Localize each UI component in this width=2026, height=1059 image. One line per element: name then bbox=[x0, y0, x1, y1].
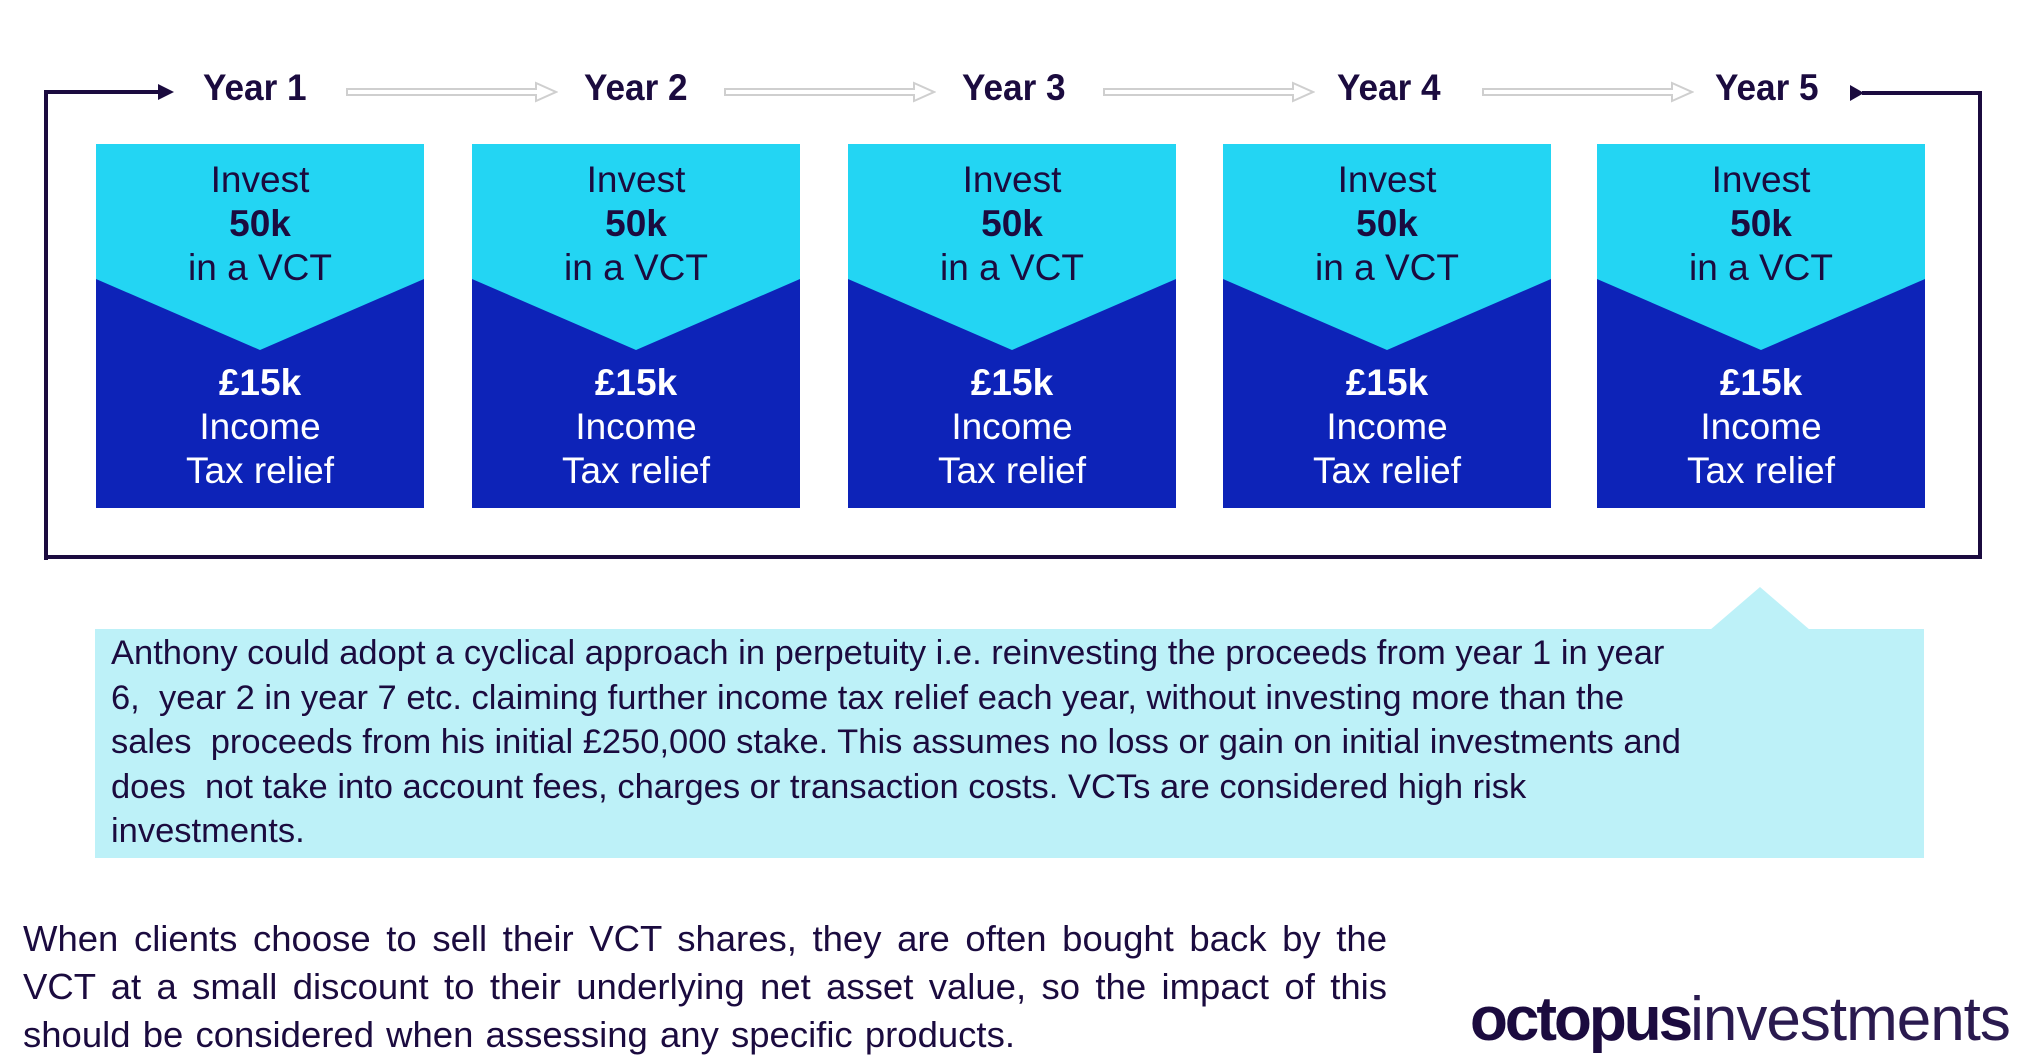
relief-amount: £15k bbox=[218, 362, 302, 403]
year-box-5: Invest 50k in a VCT £15k Income Tax reli… bbox=[1597, 144, 1925, 508]
invest-label: Invest bbox=[962, 159, 1062, 200]
relief-text: £15k Income Tax relief bbox=[96, 361, 424, 493]
callout-line: Anthony could adopt a cyclical approach … bbox=[111, 634, 1665, 672]
year-box-1: Invest 50k in a VCT £15k Income Tax reli… bbox=[96, 144, 424, 508]
year-box-2: Invest 50k in a VCT £15k Income Tax reli… bbox=[472, 144, 800, 508]
arrow-right-icon bbox=[158, 84, 174, 100]
loop-line-left bbox=[44, 90, 48, 560]
invest-text: Invest 50k in a VCT bbox=[472, 158, 800, 290]
callout-line: investments. bbox=[111, 812, 305, 850]
relief-amount: £15k bbox=[594, 362, 678, 403]
relief-text: £15k Income Tax relief bbox=[1597, 361, 1925, 493]
callout-text: Anthony could adopt a cyclical approach … bbox=[111, 631, 1911, 854]
explanation-callout: Anthony could adopt a cyclical approach … bbox=[95, 629, 1924, 858]
callout-pointer bbox=[1710, 587, 1810, 630]
invest-label: Invest bbox=[586, 159, 686, 200]
relief-label: Income bbox=[1326, 406, 1448, 447]
callout-line: 6, year 2 in year 7 etc. claiming furthe… bbox=[111, 678, 1625, 717]
invest-amount: 50k bbox=[1730, 203, 1792, 244]
relief-amount: £15k bbox=[1719, 362, 1803, 403]
disclaimer-paragraph: When clients choose to sell their VCT sh… bbox=[23, 918, 1387, 1055]
relief-amount: £15k bbox=[970, 362, 1054, 403]
year-label-3: Year 3 bbox=[962, 67, 1066, 108]
invest-suffix: in a VCT bbox=[1315, 247, 1459, 288]
logo-suffix: investments bbox=[1690, 985, 2011, 1054]
invest-amount: 50k bbox=[605, 203, 667, 244]
invest-label: Invest bbox=[210, 159, 310, 200]
hollow-arrow-right-icon bbox=[1482, 81, 1694, 103]
invest-suffix: in a VCT bbox=[940, 247, 1084, 288]
invest-text: Invest 50k in a VCT bbox=[96, 158, 424, 290]
relief-amount: £15k bbox=[1345, 362, 1429, 403]
hollow-arrow-right-icon bbox=[724, 81, 936, 103]
year-label-1: Year 1 bbox=[203, 67, 307, 108]
invest-suffix: in a VCT bbox=[188, 247, 332, 288]
arrow-right-icon bbox=[1850, 85, 1864, 101]
relief-label: Income bbox=[575, 406, 697, 447]
year-box-4: Invest 50k in a VCT £15k Income Tax reli… bbox=[1223, 144, 1551, 508]
relief-label: Tax relief bbox=[1686, 450, 1836, 491]
invest-suffix: in a VCT bbox=[1689, 247, 1833, 288]
year-label-2: Year 2 bbox=[584, 67, 688, 108]
invest-amount: 50k bbox=[1356, 203, 1418, 244]
relief-text: £15k Income Tax relief bbox=[472, 361, 800, 493]
hollow-arrow-right-icon bbox=[1103, 81, 1315, 103]
loop-line-bottom bbox=[44, 555, 1982, 559]
year-box-3: Invest 50k in a VCT £15k Income Tax reli… bbox=[848, 144, 1176, 508]
hollow-arrow-right-icon bbox=[346, 81, 558, 103]
relief-text: £15k Income Tax relief bbox=[848, 361, 1176, 493]
relief-label: Tax relief bbox=[1312, 450, 1462, 491]
loop-line-top-right bbox=[1862, 91, 1982, 95]
relief-label: Income bbox=[1700, 406, 1822, 447]
year-label-4: Year 4 bbox=[1337, 67, 1441, 108]
relief-label: Tax relief bbox=[937, 450, 1087, 491]
year-label-5: Year 5 bbox=[1715, 67, 1819, 108]
logo-brand: octopus bbox=[1470, 985, 1693, 1054]
invest-text: Invest 50k in a VCT bbox=[1597, 158, 1925, 290]
relief-label: Income bbox=[199, 406, 321, 447]
loop-line-right bbox=[1978, 91, 1982, 559]
invest-label: Invest bbox=[1711, 159, 1811, 200]
callout-line: does not take into account fees, charges… bbox=[111, 767, 1527, 806]
invest-text: Invest 50k in a VCT bbox=[848, 158, 1176, 290]
invest-amount: 50k bbox=[981, 203, 1043, 244]
relief-text: £15k Income Tax relief bbox=[1223, 361, 1551, 493]
invest-label: Invest bbox=[1337, 159, 1437, 200]
loop-line-top-left bbox=[44, 90, 160, 94]
relief-label: Tax relief bbox=[561, 450, 711, 491]
callout-line: sales proceeds from his initial £250,000… bbox=[111, 723, 1681, 761]
invest-amount: 50k bbox=[229, 203, 291, 244]
relief-label: Tax relief bbox=[185, 450, 335, 491]
invest-text: Invest 50k in a VCT bbox=[1223, 158, 1551, 290]
invest-suffix: in a VCT bbox=[564, 247, 708, 288]
octopus-investments-logo: octopusinvestments bbox=[1470, 985, 2011, 1055]
relief-label: Income bbox=[951, 406, 1073, 447]
